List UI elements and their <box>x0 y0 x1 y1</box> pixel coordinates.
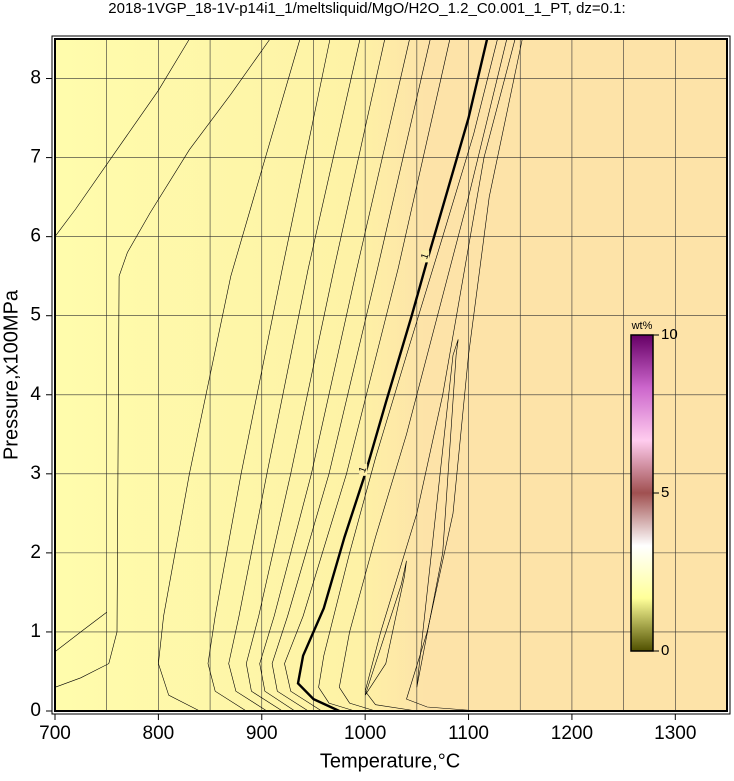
contour-line <box>364 38 516 712</box>
x-tick-label: 800 <box>143 723 175 744</box>
y-tick-label: 5 <box>30 305 41 326</box>
contour-label-bg <box>421 250 430 263</box>
contour-line <box>284 38 451 712</box>
y-tick-label: 6 <box>30 226 41 247</box>
contour-line <box>207 38 331 712</box>
plot-frame <box>54 38 728 712</box>
x-axis-label: Temperature,°C <box>320 750 460 772</box>
y-tick-label: 3 <box>30 463 41 484</box>
contour-label: 1 <box>419 252 431 261</box>
contour-label-bg <box>359 463 368 476</box>
colorbar-label: wt% <box>631 320 653 332</box>
contour-line <box>318 38 498 712</box>
contour-line <box>259 38 410 712</box>
y-axis-label: Pressure,x100MPa <box>0 289 22 460</box>
colorbar-tick-label: 0 <box>661 642 669 659</box>
y-tick-label: 0 <box>30 700 41 721</box>
y-tick-label: 7 <box>30 147 41 168</box>
x-tick-label: 900 <box>246 723 278 744</box>
y-tick-label: 1 <box>30 621 41 642</box>
x-tick-label: 1300 <box>654 723 696 744</box>
contour-line <box>364 560 407 696</box>
contour-line <box>158 38 301 712</box>
contour-line <box>228 38 361 712</box>
chart-title: 2018-1VGP_18-1V-p14i1_1/meltsliquid/MgO/… <box>108 0 625 17</box>
colorbar-tick-label: 10 <box>661 326 678 343</box>
contour-line <box>54 38 271 688</box>
plot-background <box>55 39 727 711</box>
contour-line <box>416 339 459 688</box>
colorbar-tick-label: 5 <box>661 484 669 501</box>
x-tick-label: 1000 <box>344 723 386 744</box>
colorbar <box>630 334 654 652</box>
y-tick-label: 8 <box>30 68 41 89</box>
y-tick-label: 4 <box>30 384 41 405</box>
plot-frame-outer <box>51 35 731 715</box>
contour-line <box>245 38 386 712</box>
x-tick-label: 700 <box>39 723 71 744</box>
contour-line <box>406 38 523 712</box>
contour-line <box>54 38 190 237</box>
y-tick-label: 2 <box>30 542 41 563</box>
contour-line <box>338 38 508 712</box>
contour-label: 1 <box>357 465 369 474</box>
contour-line <box>54 611 107 652</box>
x-tick-label: 1100 <box>448 723 489 744</box>
x-tick-label: 1200 <box>551 723 593 744</box>
contour-line <box>271 38 431 712</box>
